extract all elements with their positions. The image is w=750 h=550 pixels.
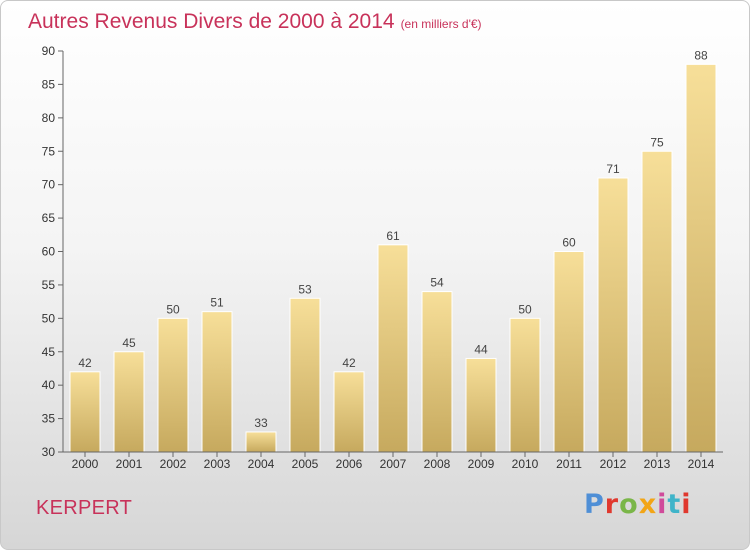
bar-2004 bbox=[245, 431, 277, 453]
data-label-2000: 42 bbox=[78, 356, 92, 370]
x-tick-label-2007: 2007 bbox=[380, 457, 407, 471]
y-tick-label-90: 90 bbox=[42, 44, 56, 58]
data-label-2010: 50 bbox=[518, 302, 532, 316]
proxiti-logo: Proxiti bbox=[584, 489, 692, 520]
data-label-2011: 60 bbox=[562, 236, 576, 250]
x-tick-label-2012: 2012 bbox=[600, 457, 627, 471]
chart-title-text: Autres Revenus Divers de 2000 à 2014 bbox=[28, 10, 395, 33]
bar-2001 bbox=[113, 351, 145, 453]
data-label-2013: 75 bbox=[650, 135, 664, 149]
y-tick-label-30: 30 bbox=[42, 445, 56, 459]
y-tick-label-55: 55 bbox=[42, 278, 56, 292]
data-label-2012: 71 bbox=[606, 162, 620, 176]
y-tick-label-80: 80 bbox=[42, 111, 56, 125]
x-tick-label-2011: 2011 bbox=[556, 457, 582, 471]
logo-letter: o bbox=[619, 489, 639, 520]
y-tick-label-50: 50 bbox=[42, 311, 56, 325]
x-tick-label-2004: 2004 bbox=[248, 457, 275, 471]
data-label-2003: 51 bbox=[210, 296, 224, 310]
bar-2012 bbox=[597, 177, 629, 453]
y-tick-label-45: 45 bbox=[42, 345, 56, 359]
data-label-2005: 53 bbox=[298, 282, 312, 296]
data-label-2009: 44 bbox=[474, 342, 488, 356]
logo-letter: r bbox=[604, 489, 620, 520]
logo-letter: x bbox=[638, 489, 658, 520]
x-tick-label-2013: 2013 bbox=[644, 457, 671, 471]
bar-2011 bbox=[553, 251, 585, 453]
bar-2006 bbox=[333, 371, 365, 453]
bar-2007 bbox=[377, 244, 409, 453]
x-tick-label-2008: 2008 bbox=[424, 457, 451, 471]
bar-2000 bbox=[69, 371, 101, 453]
x-tick-label-2006: 2006 bbox=[336, 457, 363, 471]
bar-2014 bbox=[685, 63, 717, 453]
y-tick-label-40: 40 bbox=[42, 378, 56, 392]
y-tick-label-70: 70 bbox=[42, 178, 56, 192]
x-tick-label-2003: 2003 bbox=[204, 457, 231, 471]
bar-2009 bbox=[465, 357, 497, 453]
y-tick-label-65: 65 bbox=[42, 211, 56, 225]
bar-2008 bbox=[421, 291, 453, 453]
data-label-2004: 33 bbox=[254, 416, 268, 430]
x-tick-label-2010: 2010 bbox=[512, 457, 539, 471]
data-label-2007: 61 bbox=[386, 229, 400, 243]
x-tick-label-2002: 2002 bbox=[160, 457, 187, 471]
x-tick-label-2009: 2009 bbox=[468, 457, 495, 471]
x-tick-label-2005: 2005 bbox=[292, 457, 319, 471]
y-tick-label-75: 75 bbox=[42, 144, 56, 158]
y-tick-label-85: 85 bbox=[42, 77, 56, 91]
x-tick-label-2014: 2014 bbox=[688, 457, 715, 471]
data-label-2006: 42 bbox=[342, 356, 356, 370]
bar-2002 bbox=[157, 317, 189, 453]
data-label-2002: 50 bbox=[166, 302, 180, 316]
chart-subtitle: (en milliers d'€) bbox=[400, 17, 482, 31]
bar-2005 bbox=[289, 297, 321, 453]
chart-title: Autres Revenus Divers de 2000 à 2014 (en … bbox=[28, 10, 482, 34]
bar-2013 bbox=[641, 150, 673, 453]
y-tick-label-35: 35 bbox=[42, 412, 56, 426]
bar-2010 bbox=[509, 317, 541, 453]
data-label-2001: 45 bbox=[122, 336, 136, 350]
data-label-2008: 54 bbox=[430, 276, 444, 290]
x-tick-label-2001: 2001 bbox=[116, 457, 143, 471]
x-tick-label-2000: 2000 bbox=[72, 457, 99, 471]
logo-letter: P bbox=[584, 489, 605, 520]
y-tick-label-60: 60 bbox=[42, 245, 56, 259]
logo-letter: t bbox=[667, 489, 682, 520]
logo-letter: i bbox=[681, 489, 692, 520]
bar-2003 bbox=[201, 311, 233, 453]
town-name: KERPERT bbox=[36, 497, 133, 519]
data-label-2014: 88 bbox=[694, 48, 708, 62]
logo-letter: i bbox=[657, 489, 668, 520]
